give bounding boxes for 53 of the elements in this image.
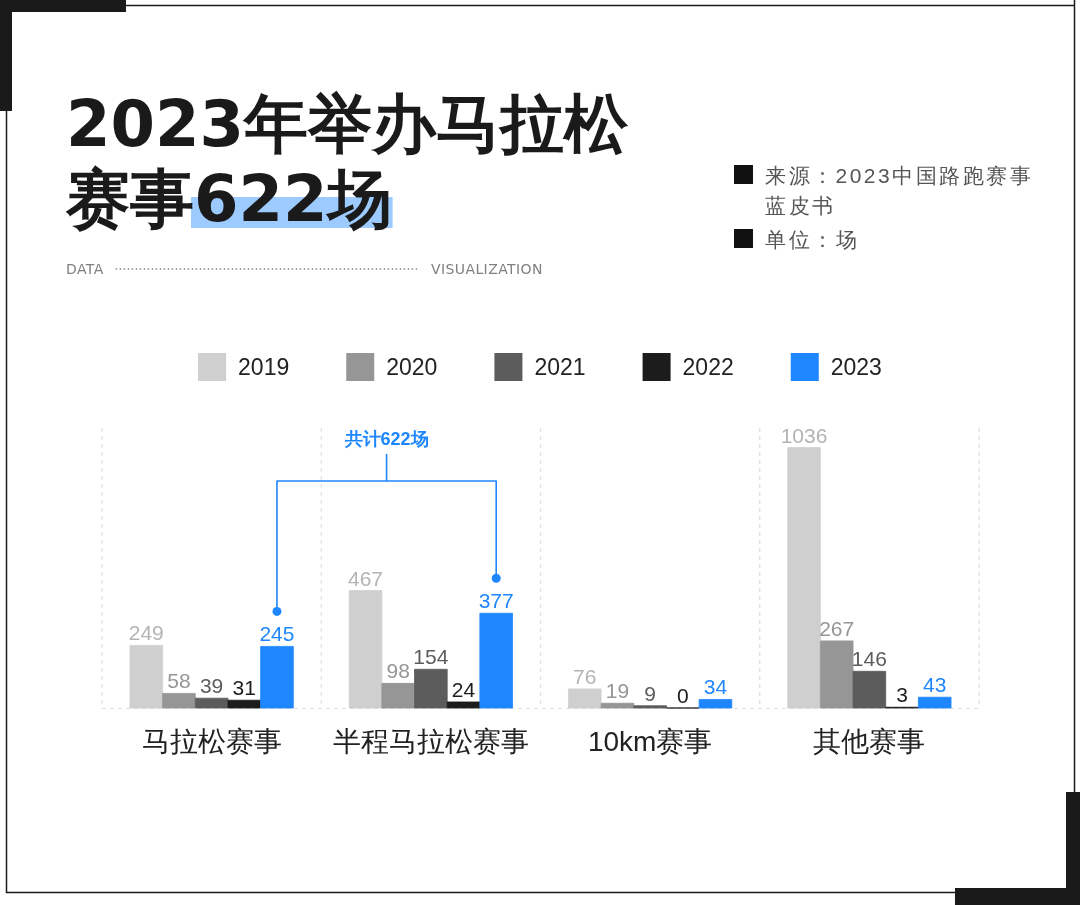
- x-tick-label: 马拉松赛事: [141, 726, 282, 757]
- data-label: 467: [348, 566, 384, 590]
- legend-label: 2022: [682, 354, 734, 380]
- bar: [260, 646, 294, 709]
- x-tick-label: 10km赛事: [587, 726, 713, 757]
- data-label: 0: [676, 684, 689, 707]
- text: 单位：场: [765, 228, 859, 251]
- bar: [162, 693, 196, 709]
- data-label: 154: [413, 645, 449, 669]
- data-label: 19: [605, 679, 630, 703]
- legend-label: 2021: [534, 354, 586, 380]
- text: DATA: [66, 261, 104, 277]
- data-label: 24: [451, 677, 476, 701]
- bar: [917, 696, 952, 709]
- bar: [852, 670, 887, 709]
- bar: [698, 699, 733, 709]
- bar: [819, 640, 854, 709]
- bar: [381, 682, 415, 709]
- bar: [414, 668, 448, 709]
- legend-label: 2019: [238, 354, 290, 380]
- data-label: 43: [923, 673, 947, 697]
- data-label: 377: [478, 589, 514, 613]
- text: VISUALIZATION: [431, 261, 543, 277]
- data-label: 58: [167, 669, 191, 693]
- data-label: 76: [573, 664, 597, 688]
- data-label: 9: [644, 681, 656, 705]
- data-label: 3: [896, 683, 908, 707]
- bar: [568, 688, 602, 709]
- legend-label: 2023: [830, 354, 882, 380]
- annotation: 共计622场: [343, 429, 429, 449]
- data-label: 98: [386, 659, 410, 683]
- data-label: 31: [232, 676, 256, 700]
- bar: [446, 701, 481, 709]
- legend-label: 2020: [386, 354, 438, 380]
- data-label: 267: [819, 616, 855, 640]
- x-tick-label: 其他赛事: [813, 726, 926, 757]
- bar: [348, 590, 383, 709]
- data-label: 39: [199, 674, 224, 698]
- bar: [600, 702, 635, 709]
- x-tick-label: 半程马拉松赛事: [332, 726, 529, 757]
- data-label: 245: [259, 622, 295, 646]
- bar: [194, 697, 229, 709]
- bar: [787, 447, 821, 709]
- bar: [129, 645, 164, 709]
- bar: [633, 705, 667, 709]
- bar: [479, 612, 513, 709]
- data-label: 249: [128, 621, 164, 645]
- data-label: 34: [703, 675, 728, 699]
- data-label: 1036: [780, 423, 828, 447]
- source-note: 来源：2023中国路跑赛事蓝皮书: [765, 164, 1034, 217]
- chart-title: 2023年举办马拉松赛事622场: [65, 87, 630, 236]
- bar: [227, 699, 262, 709]
- data-label: 146: [851, 647, 887, 671]
